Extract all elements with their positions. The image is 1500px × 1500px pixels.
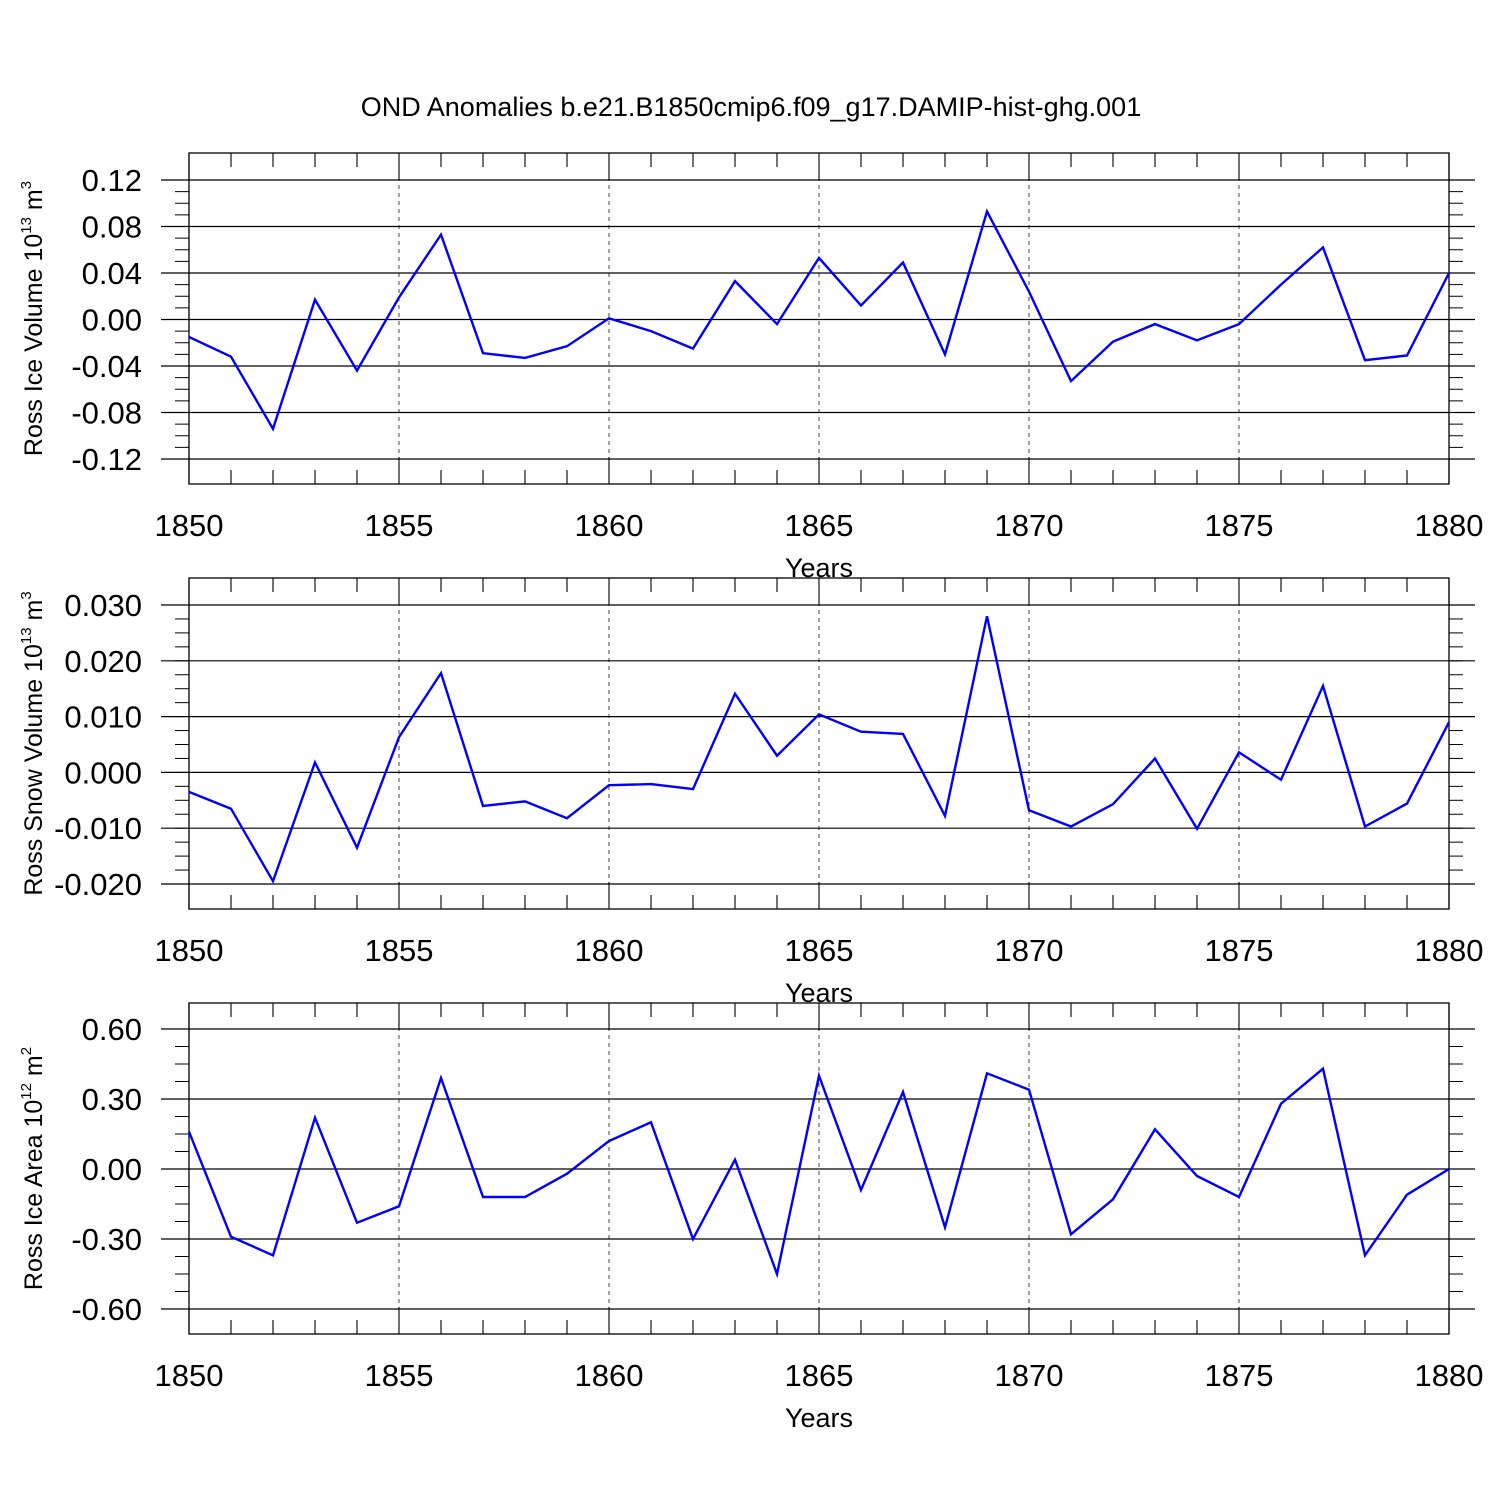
y-tick-label: 0.000 bbox=[64, 755, 142, 790]
x-tick-label: 1865 bbox=[785, 508, 854, 543]
y-tick-label: -0.04 bbox=[71, 349, 142, 384]
x-tick-label: 1860 bbox=[575, 933, 644, 968]
y-axis-label-unit-exponent: 3 bbox=[18, 591, 35, 599]
y-tick-label: 0.04 bbox=[82, 256, 142, 291]
y-tick-label: 0.30 bbox=[82, 1082, 142, 1117]
x-tick-label: 1850 bbox=[155, 508, 224, 543]
y-tick-label: 0.00 bbox=[82, 303, 142, 338]
x-tick-label: 1855 bbox=[365, 933, 434, 968]
y-tick-label: -0.08 bbox=[71, 396, 142, 431]
y-axis-label-unit: m bbox=[20, 189, 48, 217]
x-axis-label: Years bbox=[785, 1403, 853, 1433]
y-axis-label-unit: m bbox=[20, 600, 48, 628]
y-axis-label: Ross Ice Volume 1013 m3 bbox=[18, 181, 48, 456]
y-tick-label: -0.010 bbox=[54, 811, 142, 846]
y-tick-label: 0.08 bbox=[82, 210, 142, 245]
x-tick-label: 1880 bbox=[1415, 933, 1484, 968]
x-tick-label: 1865 bbox=[785, 1358, 854, 1393]
y-tick-label: 0.12 bbox=[82, 163, 142, 198]
x-tick-label: 1875 bbox=[1205, 1358, 1274, 1393]
y-axis-label-unit-exponent: 2 bbox=[18, 1047, 35, 1055]
y-tick-label: -0.30 bbox=[71, 1222, 142, 1257]
x-tick-label: 1880 bbox=[1415, 508, 1484, 543]
x-tick-label: 1860 bbox=[575, 508, 644, 543]
x-tick-label: 1850 bbox=[155, 1358, 224, 1393]
y-tick-label: 0.60 bbox=[82, 1012, 142, 1047]
x-tick-label: 1880 bbox=[1415, 1358, 1484, 1393]
y-axis-label-text: Ross Ice Area 10 bbox=[20, 1100, 48, 1290]
x-tick-label: 1870 bbox=[995, 1358, 1064, 1393]
chart-panel-3: 0.60 0.30 0.00 -0.30 -0.60 1850 1855 1860 1865 18… bbox=[18, 1002, 1484, 1433]
y-axis-label-unit: m bbox=[20, 1055, 48, 1083]
y-tick-label: -0.12 bbox=[71, 442, 142, 477]
y-axis-label-text: Ross Ice Volume 10 bbox=[20, 234, 48, 456]
y-tick-label: -0.60 bbox=[71, 1292, 142, 1327]
y-axis-label: Ross Snow Volume 1013 m3 bbox=[18, 591, 48, 895]
y-axis-label-exponent: 13 bbox=[18, 627, 35, 644]
x-tick-label: 1850 bbox=[155, 933, 224, 968]
y-tick-label: 0.00 bbox=[82, 1152, 142, 1187]
chart-panel-1: 0.12 0.08 0.04 0.00 -0.04 -0.08 -0.12 1850 1855 1… bbox=[18, 152, 1484, 583]
x-tick-label: 1865 bbox=[785, 933, 854, 968]
chart-panel-2: 0.030 0.020 0.010 0.000 -0.010 -0.020 1850 1855… bbox=[18, 577, 1484, 1008]
y-axis-label-text: Ross Snow Volume 10 bbox=[20, 644, 48, 896]
y-axis-label-exponent: 13 bbox=[18, 217, 35, 234]
x-tick-label: 1870 bbox=[995, 508, 1064, 543]
y-axis-label-unit-exponent: 3 bbox=[18, 181, 35, 189]
chart-title: OND Anomalies b.e21.B1850cmip6.f09_g17.D… bbox=[361, 92, 1141, 122]
y-tick-label: 0.020 bbox=[64, 644, 142, 679]
x-tick-label: 1875 bbox=[1205, 508, 1274, 543]
x-tick-label: 1855 bbox=[365, 1358, 434, 1393]
y-tick-label: -0.020 bbox=[54, 867, 142, 902]
y-tick-label: 0.030 bbox=[64, 588, 142, 623]
x-tick-label: 1870 bbox=[995, 933, 1064, 968]
y-tick-label: 0.010 bbox=[64, 700, 142, 735]
y-axis-label: Ross Ice Area 1012 m2 bbox=[18, 1047, 48, 1290]
x-tick-label: 1875 bbox=[1205, 933, 1274, 968]
x-tick-label: 1860 bbox=[575, 1358, 644, 1393]
y-axis-label-exponent: 12 bbox=[18, 1083, 35, 1100]
x-tick-label: 1855 bbox=[365, 508, 434, 543]
